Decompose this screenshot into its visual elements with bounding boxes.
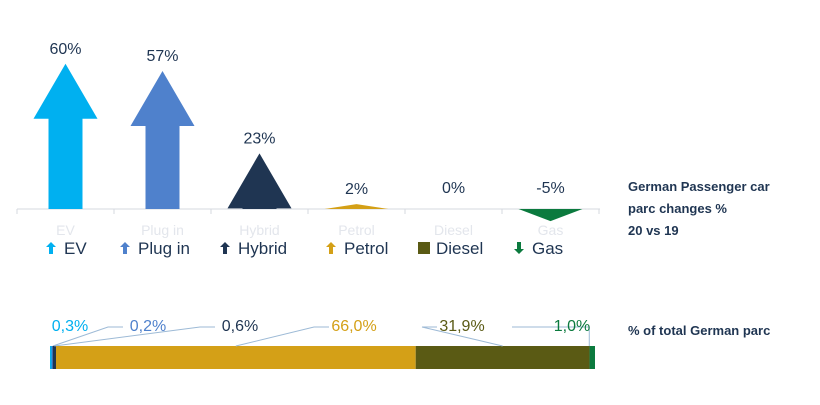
share-label-hybrid: 0,6% xyxy=(222,318,258,335)
value-label-hybrid: 23% xyxy=(243,130,275,147)
legend-marker-ev xyxy=(46,242,56,254)
arrow-hybrid xyxy=(227,153,292,209)
share-chart-title: % of total German parc xyxy=(628,323,771,338)
category-label-plug-in: Plug in xyxy=(141,222,184,238)
legend-marker-petrol xyxy=(326,242,336,254)
value-label-gas: -5% xyxy=(536,180,564,197)
legend-label-ev: EV xyxy=(64,239,87,258)
share-segment-hybrid xyxy=(52,346,56,369)
category-label-diesel: Diesel xyxy=(434,222,473,238)
category-label-petrol: Petrol xyxy=(338,222,375,238)
leader-line-hybrid xyxy=(54,326,215,347)
leader-line-petrol xyxy=(235,326,329,347)
category-label-ev: EV xyxy=(56,222,75,238)
legend-label-gas: Gas xyxy=(532,239,563,258)
legend-label-diesel: Diesel xyxy=(436,239,483,258)
changes-title-line-3: 20 vs 19 xyxy=(628,223,679,238)
legend-label-plug-in: Plug in xyxy=(138,239,190,258)
legend-label-hybrid: Hybrid xyxy=(238,239,287,258)
arrow-gas xyxy=(518,209,583,222)
share-label-petrol: 66,0% xyxy=(331,318,376,335)
share-label-plug-in: 0,2% xyxy=(130,318,166,335)
share-segment-gas xyxy=(589,346,595,369)
share-segment-diesel xyxy=(415,346,590,369)
category-label-gas: Gas xyxy=(538,222,564,238)
legend-marker-gas xyxy=(514,242,524,254)
arrow-ev xyxy=(33,63,98,209)
arrow-petrol xyxy=(324,204,389,209)
changes-title-line-1: German Passenger car xyxy=(628,179,770,194)
legend-marker-diesel xyxy=(418,242,430,254)
arrow-plug-in xyxy=(130,71,195,209)
legend-marker-plug-in xyxy=(120,242,130,254)
legend-marker-hybrid xyxy=(220,242,230,254)
legend-label-petrol: Petrol xyxy=(344,239,388,258)
category-label-hybrid: Hybrid xyxy=(239,222,279,238)
share-label-diesel: 31,9% xyxy=(439,318,484,335)
leader-line-gas xyxy=(512,326,590,346)
share-segment-petrol xyxy=(55,346,416,369)
value-label-petrol: 2% xyxy=(345,181,368,198)
value-label-ev: 60% xyxy=(49,41,81,58)
share-label-gas: 1,0% xyxy=(554,318,590,335)
changes-title-line-2: parc changes % xyxy=(628,201,727,216)
changes-chart-title: German Passenger car parc changes % 20 v… xyxy=(628,176,770,242)
leader-line-plug-in xyxy=(52,326,123,347)
leader-line-diesel xyxy=(421,326,503,347)
share-segment-ev xyxy=(50,346,53,369)
value-label-diesel: 0% xyxy=(442,180,465,197)
value-label-plug-in: 57% xyxy=(146,48,178,65)
share-label-ev: 0,3% xyxy=(52,318,88,335)
